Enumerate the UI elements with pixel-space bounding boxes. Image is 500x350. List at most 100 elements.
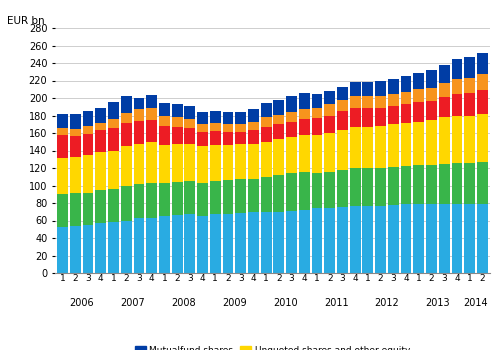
Bar	[299, 173, 310, 210]
Text: 2011: 2011	[324, 298, 348, 308]
Bar	[312, 93, 322, 108]
Bar	[324, 133, 335, 173]
Bar	[477, 75, 488, 90]
Bar	[210, 111, 220, 124]
Bar	[286, 173, 297, 211]
Bar	[108, 128, 119, 150]
Bar	[400, 122, 411, 166]
Bar	[337, 100, 348, 111]
Bar	[375, 206, 386, 273]
Bar	[375, 168, 386, 206]
Bar	[70, 129, 81, 135]
Bar	[146, 183, 157, 218]
Bar	[159, 103, 170, 116]
Bar	[452, 79, 462, 93]
Bar	[414, 89, 424, 102]
Bar	[362, 96, 374, 108]
Bar	[375, 82, 386, 96]
Bar	[477, 114, 488, 162]
Bar	[426, 88, 437, 101]
Bar	[439, 117, 450, 164]
Bar	[121, 122, 132, 146]
Bar	[96, 190, 106, 223]
Bar	[274, 139, 284, 175]
Legend: Mutualfund shares, Others, Quoted shares, Unquoted shares and other equity, Insu: Mutualfund shares, Others, Quoted shares…	[135, 346, 410, 350]
Bar	[324, 91, 335, 104]
Bar	[134, 109, 144, 121]
Bar	[464, 78, 475, 93]
Bar	[57, 128, 68, 135]
Bar	[362, 127, 374, 168]
Bar	[260, 127, 272, 142]
Bar	[388, 106, 398, 124]
Bar	[452, 116, 462, 163]
Bar	[312, 208, 322, 273]
Bar	[375, 96, 386, 108]
Bar	[452, 58, 462, 79]
Text: 2014: 2014	[464, 298, 488, 308]
Bar	[400, 104, 411, 122]
Bar	[121, 96, 132, 113]
Bar	[197, 124, 208, 132]
Bar	[439, 204, 450, 273]
Bar	[121, 220, 132, 273]
Bar	[312, 108, 322, 118]
Bar	[121, 113, 132, 122]
Bar	[274, 100, 284, 115]
Bar	[159, 145, 170, 183]
Bar	[210, 124, 220, 131]
Bar	[184, 181, 195, 214]
Bar	[324, 208, 335, 273]
Bar	[210, 181, 220, 214]
Bar	[57, 135, 68, 158]
Bar	[236, 179, 246, 212]
Bar	[172, 127, 182, 144]
Bar	[197, 112, 208, 124]
Bar	[350, 168, 360, 206]
Bar	[159, 216, 170, 273]
Bar	[350, 206, 360, 273]
Bar	[400, 166, 411, 204]
Bar	[452, 163, 462, 204]
Bar	[388, 205, 398, 273]
Bar	[57, 227, 68, 273]
Bar	[82, 126, 94, 134]
Bar	[464, 163, 475, 204]
Bar	[248, 131, 259, 144]
Bar	[82, 111, 94, 126]
Bar	[426, 164, 437, 204]
Bar	[172, 104, 182, 117]
Bar	[159, 183, 170, 216]
Bar	[210, 131, 220, 145]
Bar	[260, 142, 272, 177]
Bar	[337, 130, 348, 170]
Bar	[439, 164, 450, 204]
Bar	[400, 76, 411, 92]
Bar	[260, 177, 272, 212]
Bar	[388, 79, 398, 93]
Bar	[248, 122, 259, 131]
Bar	[400, 204, 411, 273]
Bar	[286, 112, 297, 122]
Bar	[82, 155, 94, 192]
Bar	[108, 222, 119, 273]
Bar	[222, 180, 234, 214]
Bar	[414, 166, 424, 204]
Bar	[96, 122, 106, 131]
Bar	[82, 225, 94, 273]
Bar	[452, 93, 462, 116]
Bar	[134, 184, 144, 218]
Bar	[400, 92, 411, 104]
Bar	[426, 70, 437, 88]
Bar	[121, 146, 132, 186]
Bar	[260, 103, 272, 117]
Bar	[312, 173, 322, 208]
Bar	[426, 101, 437, 120]
Bar	[362, 108, 374, 127]
Bar	[375, 108, 386, 126]
Text: 2007: 2007	[120, 298, 145, 308]
Bar	[236, 132, 246, 144]
Bar	[121, 186, 132, 220]
Bar	[337, 170, 348, 206]
Bar	[452, 204, 462, 273]
